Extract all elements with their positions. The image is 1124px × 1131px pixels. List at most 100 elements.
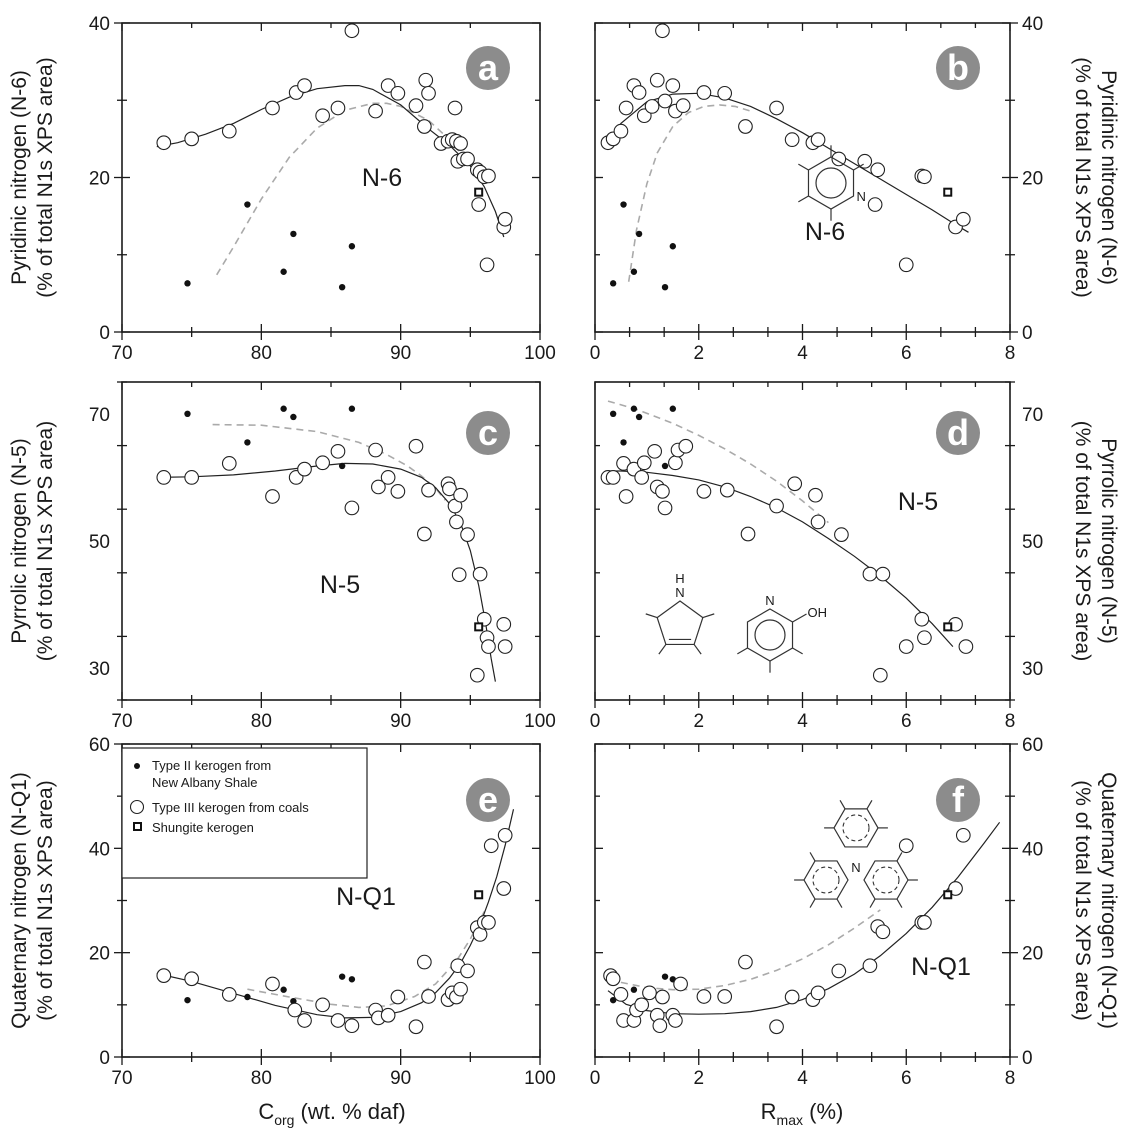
data-point-type-iii xyxy=(471,197,487,212)
data-point-type-iii xyxy=(481,168,496,184)
species-label: N-6 xyxy=(805,218,845,246)
data-point-type-iii xyxy=(917,915,932,930)
substituent xyxy=(809,898,816,908)
species-label: N-5 xyxy=(320,571,360,599)
data-point-type-iii xyxy=(408,98,424,114)
data-point-type-iii xyxy=(696,484,712,499)
panel-badge-letter: e xyxy=(478,779,498,820)
data-point-type-iii xyxy=(156,968,172,983)
data-point-type-iii xyxy=(917,630,932,646)
x-tick-label: 6 xyxy=(901,1068,912,1089)
data-point-type-ii xyxy=(290,413,297,421)
ring-circle xyxy=(815,167,847,199)
substituent xyxy=(792,613,807,623)
data-point-type-iii xyxy=(618,489,634,504)
y-axis-label: Quaternary nitrogen (N-Q1) xyxy=(8,772,31,1029)
data-point-type-iii xyxy=(184,470,200,485)
data-point-type-iii xyxy=(652,1018,668,1034)
x-tick-label: 100 xyxy=(524,711,556,732)
data-point-type-iii xyxy=(696,85,712,100)
data-point-type-ii xyxy=(609,410,617,417)
y-axis-label: Pyridinic nitrogen (N-6) xyxy=(8,70,31,285)
ring xyxy=(807,156,855,210)
quaternary-n-structure: N xyxy=(794,799,918,908)
fit-line-solid xyxy=(607,821,1001,1015)
data-point-type-iii xyxy=(483,838,499,854)
atom-label: N xyxy=(765,593,774,608)
data-point-type-iii xyxy=(613,123,629,139)
y-tick-label: 50 xyxy=(1022,532,1043,553)
ring-circle xyxy=(872,866,900,894)
ring xyxy=(746,608,794,662)
data-point-type-iii xyxy=(442,481,457,497)
species-label: N-6 xyxy=(362,164,402,192)
data-point-type-iii xyxy=(460,151,475,167)
data-point-type-iii xyxy=(481,639,496,654)
data-point-type-ii xyxy=(280,268,287,275)
data-point-type-ii xyxy=(669,243,677,250)
atom-label: N xyxy=(675,585,684,600)
ring xyxy=(803,860,849,900)
data-point-type-iii xyxy=(717,989,733,1004)
y-tick-label: 40 xyxy=(89,14,110,35)
y-axis-label: Pyridinic nitrogen (N-6) xyxy=(1097,70,1120,285)
data-point-type-ii xyxy=(630,986,638,993)
data-point-type-ii xyxy=(348,976,356,983)
data-point-type-iii xyxy=(496,616,512,632)
panel-badge-letter: a xyxy=(478,47,499,88)
data-point-shungite xyxy=(474,187,484,197)
x-tick-label: 2 xyxy=(693,343,704,364)
data-point-type-iii xyxy=(417,526,432,542)
y-tick-label: 40 xyxy=(1022,839,1043,860)
data-point-type-iii xyxy=(875,924,891,940)
data-point-type-iii xyxy=(631,85,647,100)
substituent xyxy=(836,898,843,908)
data-point-type-iii xyxy=(184,131,200,147)
panel-badge xyxy=(466,411,510,455)
y-axis-label: Pyrrolic nitrogen (N-5) xyxy=(1097,438,1120,643)
data-point-type-iii xyxy=(613,987,629,1002)
panel-c: 70 80 90 100 30 50 70 Pyrrolic nitrogen (N-5) (%… xyxy=(8,381,556,732)
data-point-type-iii xyxy=(655,989,670,1005)
ring xyxy=(656,600,704,646)
data-point-type-iii xyxy=(421,989,436,1004)
y-axis-label: (% of total N1s XPS area) xyxy=(1071,57,1094,297)
x-axis-label: Rmax (%) xyxy=(761,1099,844,1128)
data-point-type-iii xyxy=(810,132,826,147)
data-point-type-iii xyxy=(297,461,312,477)
data-point-type-iii xyxy=(421,482,436,498)
data-point-type-iii xyxy=(408,438,424,454)
y-tick-label: 0 xyxy=(1022,323,1033,344)
data-point-type-iii xyxy=(481,915,496,930)
data-point-type-iii xyxy=(914,611,930,627)
y-axis-label: Pyrrolic nitrogen (N-5) xyxy=(8,438,31,643)
data-point-type-iii xyxy=(673,976,688,992)
data-point-type-iii xyxy=(668,1013,683,1028)
y-axis-label: (% of total N1s XPS area) xyxy=(34,780,57,1020)
x-tick-label: 70 xyxy=(111,343,132,364)
panel-badge-letter: b xyxy=(947,47,969,88)
x-tick-label: 4 xyxy=(797,343,808,364)
data-point-type-iii xyxy=(469,667,485,683)
x-tick-label: 100 xyxy=(524,343,556,364)
legend-marker xyxy=(133,822,142,831)
legend-box xyxy=(121,747,368,879)
legend-item: Type III kerogen from coals xyxy=(152,800,309,815)
data-point-type-iii xyxy=(717,85,733,101)
legend-item: Shungite kerogen xyxy=(152,820,254,835)
data-point-type-iii xyxy=(496,881,512,896)
x-tick-label: 90 xyxy=(390,343,411,364)
panel-badge-letter: c xyxy=(478,412,498,453)
data-point-type-iii xyxy=(330,100,346,116)
panel-badge-letter: f xyxy=(952,779,965,820)
data-point-type-iii xyxy=(605,971,621,987)
fit-line-dashed xyxy=(216,102,471,276)
x-tick-label: 2 xyxy=(693,711,704,732)
y-axis-label: Quaternary nitrogen (N-Q1) xyxy=(1097,772,1120,1029)
data-point-type-iii xyxy=(221,123,237,139)
data-point-type-ii xyxy=(669,405,677,412)
data-point-shungite xyxy=(943,890,953,900)
legend: Type II kerogen from New Albany Shale Type… xyxy=(121,747,368,879)
data-point-type-ii xyxy=(661,973,669,980)
